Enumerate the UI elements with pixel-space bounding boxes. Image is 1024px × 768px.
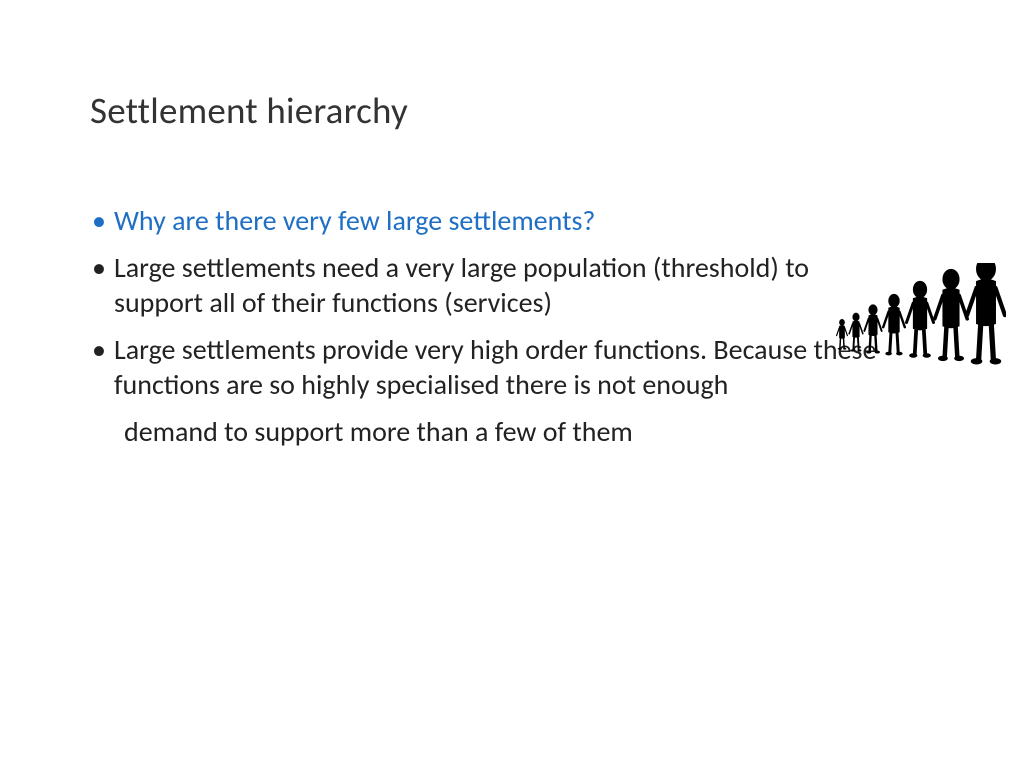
bullet-body-1: Large settlements need a very large popu… — [90, 250, 810, 320]
people-row-icon — [836, 263, 1006, 373]
slide-title: Settlement hierarchy — [90, 88, 934, 133]
slide-container: Settlement hierarchy Why are there very … — [0, 0, 1024, 768]
slide-content: Why are there very few large settlements… — [90, 203, 934, 449]
bullet-continuation: demand to support more than a few of the… — [90, 414, 934, 449]
bullet-question: Why are there very few large settlements… — [90, 203, 934, 238]
bullet-body-2: Large settlements provide very high orde… — [90, 332, 934, 402]
bullet-list: Why are there very few large settlements… — [90, 203, 934, 402]
